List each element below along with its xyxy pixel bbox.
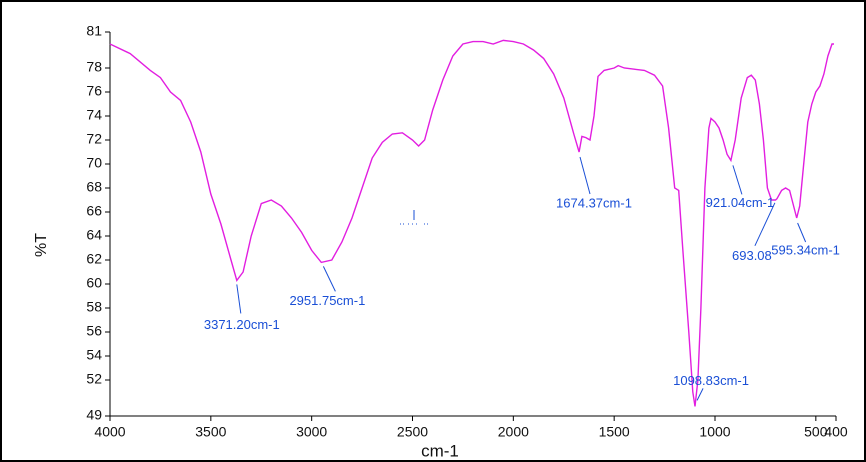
y-tick-label: 78 bbox=[86, 59, 102, 75]
cursor-icon bbox=[400, 210, 428, 225]
annotation-label: 1674.37cm-1 bbox=[556, 195, 632, 210]
y-tick-label: 68 bbox=[86, 179, 102, 195]
annotation-label: 3371.20cm-1 bbox=[204, 317, 280, 332]
x-tick-label: 4000 bbox=[94, 424, 125, 440]
annotation-leader bbox=[579, 156, 591, 195]
x-tick-label: 500 bbox=[804, 424, 828, 440]
annotation-leader bbox=[322, 266, 336, 292]
x-tick-label: 3000 bbox=[296, 424, 327, 440]
x-tick-label: 1000 bbox=[699, 424, 730, 440]
annotation-label: 693.08 bbox=[732, 248, 772, 263]
annotation-label: 2951.75cm-1 bbox=[289, 293, 365, 308]
y-tick-label: 81 bbox=[86, 23, 102, 39]
annotation-leader bbox=[732, 165, 743, 195]
y-tick-label: 76 bbox=[86, 83, 102, 99]
y-tick-label: 72 bbox=[86, 131, 102, 147]
x-tick-label: 3500 bbox=[195, 424, 226, 440]
annotation-label: 921.04cm-1 bbox=[706, 195, 775, 210]
x-tick-label: 2000 bbox=[498, 424, 529, 440]
annotation-label: 595.34cm-1 bbox=[771, 242, 840, 257]
spectrum-line bbox=[109, 39, 834, 407]
y-tick-label: 62 bbox=[86, 251, 102, 267]
x-tick-label: 400 bbox=[824, 424, 848, 440]
x-axis-label: cm-1 bbox=[421, 441, 459, 460]
x-tick-label: 1500 bbox=[599, 424, 630, 440]
y-tick-label: 52 bbox=[86, 371, 102, 387]
y-tick-label: 49 bbox=[86, 407, 102, 423]
annotation-leader bbox=[754, 202, 776, 247]
annotation-label: 1098.83cm-1 bbox=[673, 373, 749, 388]
y-tick-label: 56 bbox=[86, 323, 102, 339]
y-tick-label: 74 bbox=[86, 107, 102, 123]
y-axis-label: %T bbox=[33, 233, 50, 257]
y-tick-label: 66 bbox=[86, 203, 102, 219]
y-tick-label: 70 bbox=[86, 155, 102, 171]
y-tick-label: 60 bbox=[86, 275, 102, 291]
y-tick-label: 64 bbox=[86, 227, 102, 243]
annotation-leader bbox=[696, 388, 704, 401]
x-tick-label: 2500 bbox=[397, 424, 428, 440]
annotation-leader bbox=[236, 284, 242, 314]
y-tick-label: 54 bbox=[86, 347, 102, 363]
annotation-leader bbox=[797, 222, 807, 243]
y-tick-label: 58 bbox=[86, 299, 102, 315]
